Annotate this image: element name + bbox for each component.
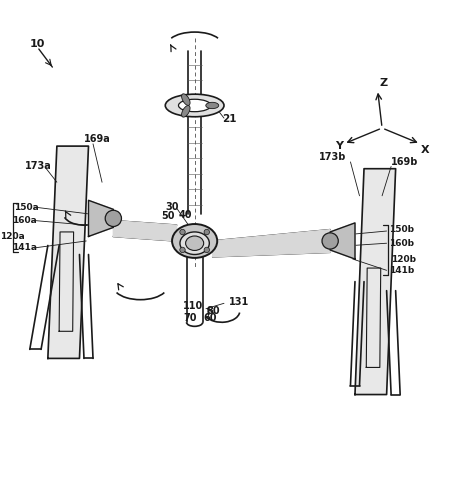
Circle shape [204,230,209,234]
Ellipse shape [180,232,209,254]
Text: 70: 70 [183,313,197,323]
Text: 110: 110 [183,302,204,312]
Text: 120a: 120a [0,232,25,241]
Circle shape [180,247,185,252]
Text: Z: Z [380,78,388,88]
Ellipse shape [206,102,219,108]
Text: 160a: 160a [12,216,37,225]
Ellipse shape [182,106,190,117]
Circle shape [180,230,185,234]
Text: 21: 21 [222,114,236,124]
Text: X: X [420,144,429,154]
Text: 20: 20 [204,102,218,113]
Circle shape [322,233,338,249]
Polygon shape [213,230,330,257]
Text: 150a: 150a [14,202,39,211]
Text: 50: 50 [161,211,174,221]
Circle shape [204,247,209,252]
Text: 131: 131 [229,297,249,307]
Polygon shape [48,146,88,358]
Ellipse shape [172,224,217,258]
Text: 141a: 141a [12,243,37,252]
Ellipse shape [185,236,204,250]
Text: 160b: 160b [389,238,414,248]
Text: 10: 10 [30,40,45,50]
Text: 169a: 169a [84,134,111,144]
Text: 173a: 173a [25,162,52,172]
Text: 40: 40 [179,210,192,220]
Text: 60: 60 [204,313,217,323]
Text: 120b: 120b [391,254,416,264]
Polygon shape [355,168,396,394]
Text: 169b: 169b [391,157,419,167]
Text: 150b: 150b [389,225,414,234]
Polygon shape [113,220,177,241]
Text: 30: 30 [165,202,179,212]
Polygon shape [88,200,113,236]
Text: 173b: 173b [319,152,346,162]
Ellipse shape [165,94,224,117]
Ellipse shape [179,100,211,112]
Ellipse shape [182,94,190,106]
Text: Y: Y [335,141,343,151]
Text: 141b: 141b [389,266,414,275]
Polygon shape [330,223,355,259]
Circle shape [105,210,121,226]
Text: 80: 80 [206,306,219,316]
